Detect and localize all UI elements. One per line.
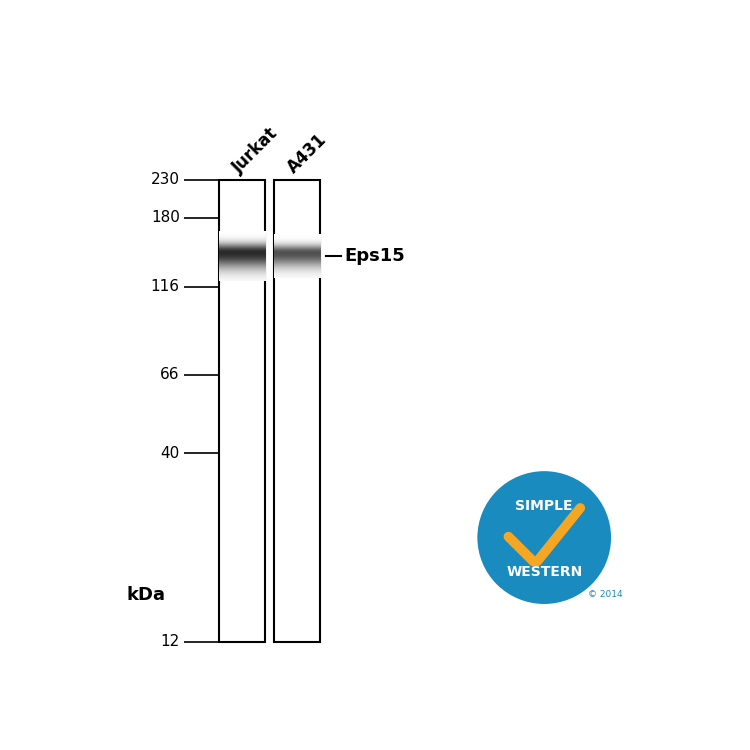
Bar [274,179,320,641]
Circle shape [477,471,611,604]
Text: 116: 116 [151,279,180,294]
Text: WESTERN: WESTERN [506,565,582,579]
Text: 40: 40 [160,446,180,460]
Text: 180: 180 [151,210,180,225]
Text: 12: 12 [160,634,180,649]
Text: © 2014: © 2014 [588,590,622,598]
Text: Jurkat: Jurkat [230,124,282,177]
Text: 66: 66 [160,368,180,382]
Text: Eps15: Eps15 [345,247,406,265]
Bar [219,179,266,641]
Text: A431: A431 [284,130,331,177]
Text: SIMPLE: SIMPLE [515,499,573,513]
Text: kDa: kDa [127,586,166,604]
Text: 230: 230 [151,172,180,187]
